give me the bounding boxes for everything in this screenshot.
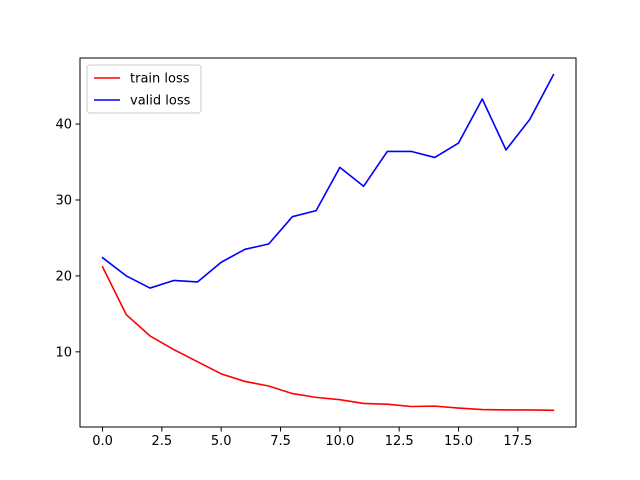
train-loss-point <box>481 408 484 411</box>
valid-loss-point <box>172 279 175 282</box>
valid-loss-point <box>362 185 365 188</box>
x-tick-label: 12.5 <box>385 434 414 449</box>
y-tick-label: 30 <box>55 193 72 208</box>
series-layer <box>101 73 555 412</box>
valid-loss-point <box>504 148 507 151</box>
x-tick-label: 0.0 <box>92 434 113 449</box>
legend-box <box>86 64 202 114</box>
valid-loss-point <box>410 150 413 153</box>
valid-loss-point <box>338 166 341 169</box>
valid-loss-point <box>481 98 484 101</box>
train-loss-point <box>528 408 531 411</box>
train-loss-point <box>196 360 199 363</box>
valid-loss-point <box>291 215 294 218</box>
train-loss-point <box>362 402 365 405</box>
train-loss-point <box>433 405 436 408</box>
train-loss-point <box>267 385 270 388</box>
valid-loss-point <box>267 243 270 246</box>
x-tick-label: 5.0 <box>211 434 232 449</box>
axes-layer: 0.0 2.5 5.0 7.5 10.0 12.5 15.0 17.5 10 20 30 40 <box>55 57 577 449</box>
train-loss-point <box>315 396 318 399</box>
x-tick-label: 17.5 <box>503 434 532 449</box>
valid-loss-point <box>125 274 128 277</box>
axes-frame <box>79 57 577 428</box>
x-tick-label: 15.0 <box>444 434 473 449</box>
valid-loss-point <box>101 256 104 259</box>
train-loss-point <box>457 407 460 410</box>
valid-loss-line <box>101 73 555 289</box>
valid-loss-point <box>149 287 152 290</box>
train-loss-line <box>101 265 555 412</box>
x-tick-label: 2.5 <box>152 434 173 449</box>
train-loss-point <box>149 334 152 337</box>
valid-loss-point <box>196 280 199 283</box>
valid-loss-point <box>220 261 223 264</box>
legend: train loss valid loss <box>86 64 202 114</box>
train-loss-point <box>338 398 341 401</box>
train-loss-point <box>410 405 413 408</box>
train-loss-point <box>220 372 223 375</box>
valid-loss-point <box>386 150 389 153</box>
train-loss-point <box>172 348 175 351</box>
train-loss-point <box>101 265 104 268</box>
valid-loss-point <box>528 118 531 121</box>
x-tick-label: 10.0 <box>325 434 354 449</box>
y-tick-label: 40 <box>55 118 72 133</box>
y-tick-label: 10 <box>55 345 72 360</box>
valid-loss-point <box>243 248 246 251</box>
valid-loss-point <box>315 209 318 212</box>
legend-label-valid-loss: valid loss <box>130 94 191 109</box>
valid-loss-point <box>552 73 555 76</box>
train-loss-point <box>125 313 128 316</box>
train-loss-point <box>243 380 246 383</box>
valid-loss-point <box>457 142 460 145</box>
train-loss-point <box>291 392 294 395</box>
y-tick-label: 20 <box>55 269 72 284</box>
legend-label-train-loss: train loss <box>130 72 190 87</box>
train-loss-point <box>386 403 389 406</box>
valid-loss-point <box>433 156 436 159</box>
train-loss-point <box>504 408 507 411</box>
x-tick-label: 7.5 <box>270 434 291 449</box>
train-loss-point <box>552 409 555 412</box>
